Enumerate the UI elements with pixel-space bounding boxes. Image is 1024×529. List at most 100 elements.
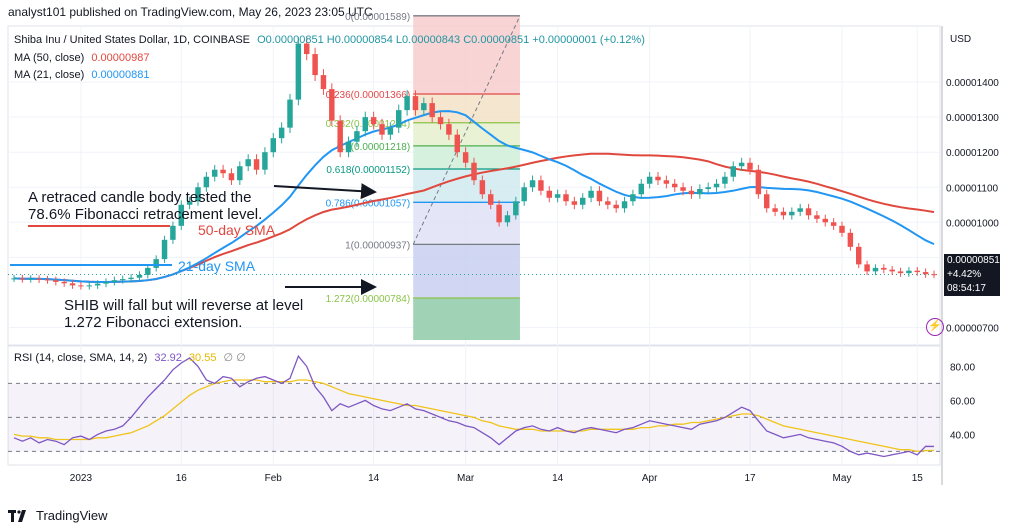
- bar-timer: 08:54:17: [947, 283, 986, 294]
- candle-body: [697, 189, 703, 195]
- x-tick-label: 14: [368, 473, 380, 484]
- x-tick-label: 15: [912, 473, 924, 484]
- candle-body: [705, 187, 711, 190]
- candle-body: [429, 103, 435, 118]
- candle-body: [613, 204, 619, 209]
- candle-body: [178, 204, 185, 226]
- candle-body: [730, 166, 737, 177]
- price-tick-label: 0.00000700: [946, 323, 999, 334]
- fib-level-label: 0.786(0.00001057): [326, 198, 411, 209]
- candle-body: [103, 281, 109, 284]
- lightning-icon[interactable]: ⚡: [926, 318, 944, 336]
- candle-body: [278, 127, 285, 139]
- candle-body: [546, 190, 553, 198]
- candle-body: [830, 222, 837, 226]
- candle-body: [211, 169, 218, 177]
- fib-zone: [413, 94, 520, 123]
- price-tick-label: 0.00001000: [946, 218, 999, 229]
- candle-body: [496, 204, 502, 223]
- candle-body: [44, 279, 51, 281]
- rsi-tick-label: 60.00: [950, 396, 975, 407]
- candle-body: [646, 176, 653, 184]
- candle-body: [755, 169, 762, 195]
- fib-level-label: 1.272(0.00000784): [326, 294, 411, 305]
- candle-body: [479, 180, 486, 195]
- candle-body: [329, 89, 335, 121]
- candle-body: [630, 194, 636, 202]
- candle-body: [11, 278, 17, 280]
- x-tick-label: 2023: [70, 473, 93, 484]
- grid: [7, 25, 941, 466]
- candle-body: [763, 194, 770, 209]
- candle-body: [462, 152, 469, 163]
- candle-body: [605, 201, 611, 205]
- legend-ma50-value: 0.00000987: [91, 52, 150, 64]
- candle-body: [621, 201, 628, 209]
- annotation-arrows: [10, 183, 377, 295]
- axes: USD 0.00001400 0.00001300 0.00001200 0.00001…: [70, 26, 999, 485]
- candle-body: [881, 267, 887, 270]
- candle-body: [303, 43, 310, 55]
- candle-body: [53, 280, 59, 282]
- candle-body: [738, 162, 745, 167]
- candle-body: [237, 166, 243, 181]
- legend-rsi-value: 32.92: [154, 352, 182, 364]
- fib-level-label: 0(0.00001589): [345, 12, 410, 23]
- price-tick-label: 0.00001300: [946, 113, 999, 124]
- fib-extension-zone: [413, 298, 520, 340]
- candle-body: [897, 271, 904, 274]
- x-tick-label: 17: [744, 473, 756, 484]
- candle-body: [688, 190, 695, 195]
- candle-body: [295, 43, 302, 100]
- footer: TradingView: [8, 508, 108, 523]
- x-tick-label: 14: [552, 473, 564, 484]
- candle-body: [772, 208, 778, 212]
- candle-body: [797, 208, 803, 212]
- candle-body: [822, 218, 829, 223]
- candle-body: [538, 180, 544, 191]
- candle-body: [504, 215, 511, 223]
- candle-body: [412, 96, 419, 111]
- candle-body: [86, 285, 93, 287]
- legend-ma50: MA (50, close): [14, 52, 85, 64]
- candle-body: [789, 211, 795, 216]
- candle-body: [521, 187, 527, 202]
- candle-body: [588, 190, 594, 198]
- annotation-retrace: A retraced candle body tested the 78.6% …: [28, 189, 262, 223]
- fib-zone: [413, 169, 520, 203]
- candle-body: [638, 183, 645, 195]
- x-tick-label: Apr: [642, 473, 658, 484]
- candle-body: [563, 194, 569, 202]
- fib-zone: [413, 244, 520, 299]
- candle-body: [663, 180, 670, 184]
- candle-body: [370, 117, 377, 125]
- candle-body: [245, 159, 251, 167]
- candle-body: [270, 138, 277, 153]
- annotation-retrace-line2: 78.6% Fibonacci retracement level.: [28, 206, 263, 223]
- candle-body: [839, 225, 845, 233]
- legend-rsi: RSI (14, close, SMA, 14, 2): [14, 352, 148, 364]
- fib-zone: [413, 202, 520, 245]
- candle-body: [220, 169, 226, 174]
- rsi-sma-line: [13, 379, 935, 453]
- candle-body: [780, 211, 787, 216]
- candle-body: [395, 110, 402, 128]
- annotation-sma50: 50-day SMA: [198, 222, 276, 238]
- footer-brand: TradingView: [36, 508, 108, 523]
- candle-body: [529, 180, 536, 188]
- candle-body: [203, 176, 210, 188]
- candle-body: [513, 201, 519, 216]
- fibonacci-retracement: 0(0.00001589)0.236(0.00001366)0.382(0.00…: [326, 12, 521, 340]
- candle-body: [487, 194, 494, 205]
- publisher-line: analyst101 published on TradingView.com,…: [8, 5, 373, 19]
- candle-body: [170, 225, 176, 240]
- candle-body: [906, 270, 912, 274]
- rsi-tick-label: 40.00: [950, 430, 975, 441]
- fib-level-label: 0.236(0.00001366): [326, 90, 411, 101]
- candles: [11, 37, 937, 290]
- candle-body: [671, 183, 678, 188]
- candle-body: [446, 124, 452, 135]
- annotation-retrace-line1: A retraced candle body tested the: [28, 189, 252, 206]
- rsi-tick-label: 80.00: [950, 362, 975, 373]
